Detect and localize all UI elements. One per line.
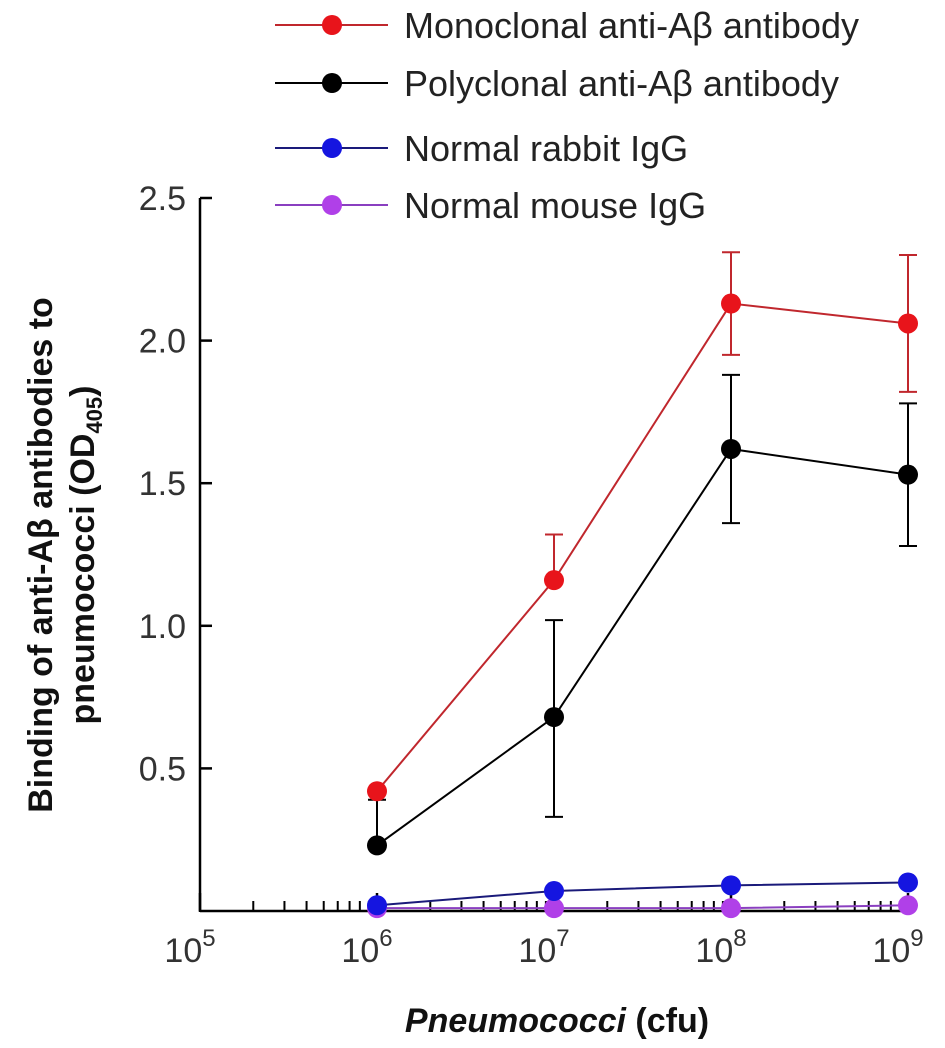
y-tick-label: 1.5 bbox=[139, 465, 186, 503]
x-axis-title: Pneumococci (cfu) bbox=[405, 1002, 709, 1040]
x-axis-title-unit: (cfu) bbox=[626, 1002, 709, 1040]
data-point bbox=[544, 707, 564, 728]
x-tick-label: 106 bbox=[341, 925, 392, 970]
data-point bbox=[898, 464, 918, 485]
data-point bbox=[721, 438, 741, 459]
x-tick-exponent: 8 bbox=[733, 925, 746, 952]
y-axis-title-line2-end: ) bbox=[64, 386, 102, 397]
x-tick-label: 107 bbox=[518, 925, 569, 970]
legend-label: Normal rabbit IgG bbox=[404, 128, 688, 169]
series-line bbox=[377, 904, 909, 910]
y-axis-title-line1: Binding of anti-Aβ antibodies to bbox=[22, 297, 60, 813]
y-tick-label: 0.5 bbox=[139, 750, 186, 788]
legend-item: Normal mouse IgG bbox=[275, 185, 706, 226]
x-tick-base: 10 bbox=[164, 932, 202, 970]
legend-label: Normal mouse IgG bbox=[404, 185, 706, 226]
series-monoclonal-anti-a-antibody bbox=[367, 251, 918, 802]
series-line bbox=[376, 881, 909, 907]
y-axis-title-line2: pneumococci (OD405) bbox=[64, 386, 107, 725]
legend-item: Monoclonal anti-Aβ antibody bbox=[275, 5, 859, 46]
data-point bbox=[721, 898, 741, 919]
x-tick-exponent: 5 bbox=[202, 925, 215, 952]
axes bbox=[198, 198, 915, 913]
y-axis-title-subscript: 405 bbox=[82, 397, 107, 434]
data-point bbox=[544, 881, 564, 902]
y-tick-label: 2.5 bbox=[139, 180, 186, 218]
series-polyclonal-anti-a-antibody bbox=[367, 373, 918, 856]
x-tick-base: 10 bbox=[341, 932, 379, 970]
x-tick-base: 10 bbox=[872, 932, 910, 970]
data-point bbox=[898, 313, 918, 334]
x-tick-exponent: 7 bbox=[556, 925, 569, 952]
legend-marker bbox=[322, 195, 342, 215]
series-line bbox=[376, 302, 909, 792]
y-axis-title-line2-main: pneumococci (OD bbox=[64, 434, 102, 725]
legend-label: Monoclonal anti-Aβ antibody bbox=[404, 5, 859, 46]
legend-marker bbox=[322, 15, 342, 35]
y-ticks: 0.5 1.0 1.5 2.0 2.5 bbox=[139, 180, 212, 788]
legend-marker bbox=[322, 138, 342, 158]
data-point bbox=[898, 872, 918, 893]
data-point bbox=[898, 895, 918, 916]
legend: Monoclonal anti-Aβ antibody Polyclonal an… bbox=[275, 5, 859, 226]
legend-item: Polyclonal anti-Aβ antibody bbox=[275, 63, 839, 104]
y-axis-title: Binding of anti-Aβ antibodies to pneumoc… bbox=[22, 297, 107, 813]
y-tick-label: 2.0 bbox=[139, 323, 186, 361]
legend-marker bbox=[322, 73, 342, 93]
x-tick-label: 108 bbox=[695, 925, 746, 970]
x-axis-title-italic: Pneumococci bbox=[405, 1002, 628, 1040]
data-point bbox=[367, 835, 387, 856]
x-tick-base: 10 bbox=[518, 932, 556, 970]
series-normal-rabbit-igg bbox=[367, 872, 918, 916]
data-point bbox=[367, 781, 387, 802]
series-layer bbox=[367, 251, 918, 919]
legend-item: Normal rabbit IgG bbox=[275, 128, 688, 169]
data-point bbox=[544, 570, 564, 591]
x-tick-exponent: 9 bbox=[910, 925, 923, 952]
data-point bbox=[721, 293, 741, 314]
legend-label: Polyclonal anti-Aβ antibody bbox=[404, 63, 839, 104]
data-point bbox=[367, 895, 387, 916]
x-ticks: 105 106 107 108 109 bbox=[164, 893, 924, 970]
y-tick-label: 1.0 bbox=[139, 608, 186, 646]
x-tick-label: 105 bbox=[164, 925, 215, 970]
x-tick-exponent: 6 bbox=[379, 925, 392, 952]
x-tick-label: 109 bbox=[872, 925, 923, 970]
series-line bbox=[376, 447, 909, 847]
data-point bbox=[721, 875, 741, 896]
x-tick-base: 10 bbox=[695, 932, 733, 970]
data-point bbox=[544, 898, 564, 919]
